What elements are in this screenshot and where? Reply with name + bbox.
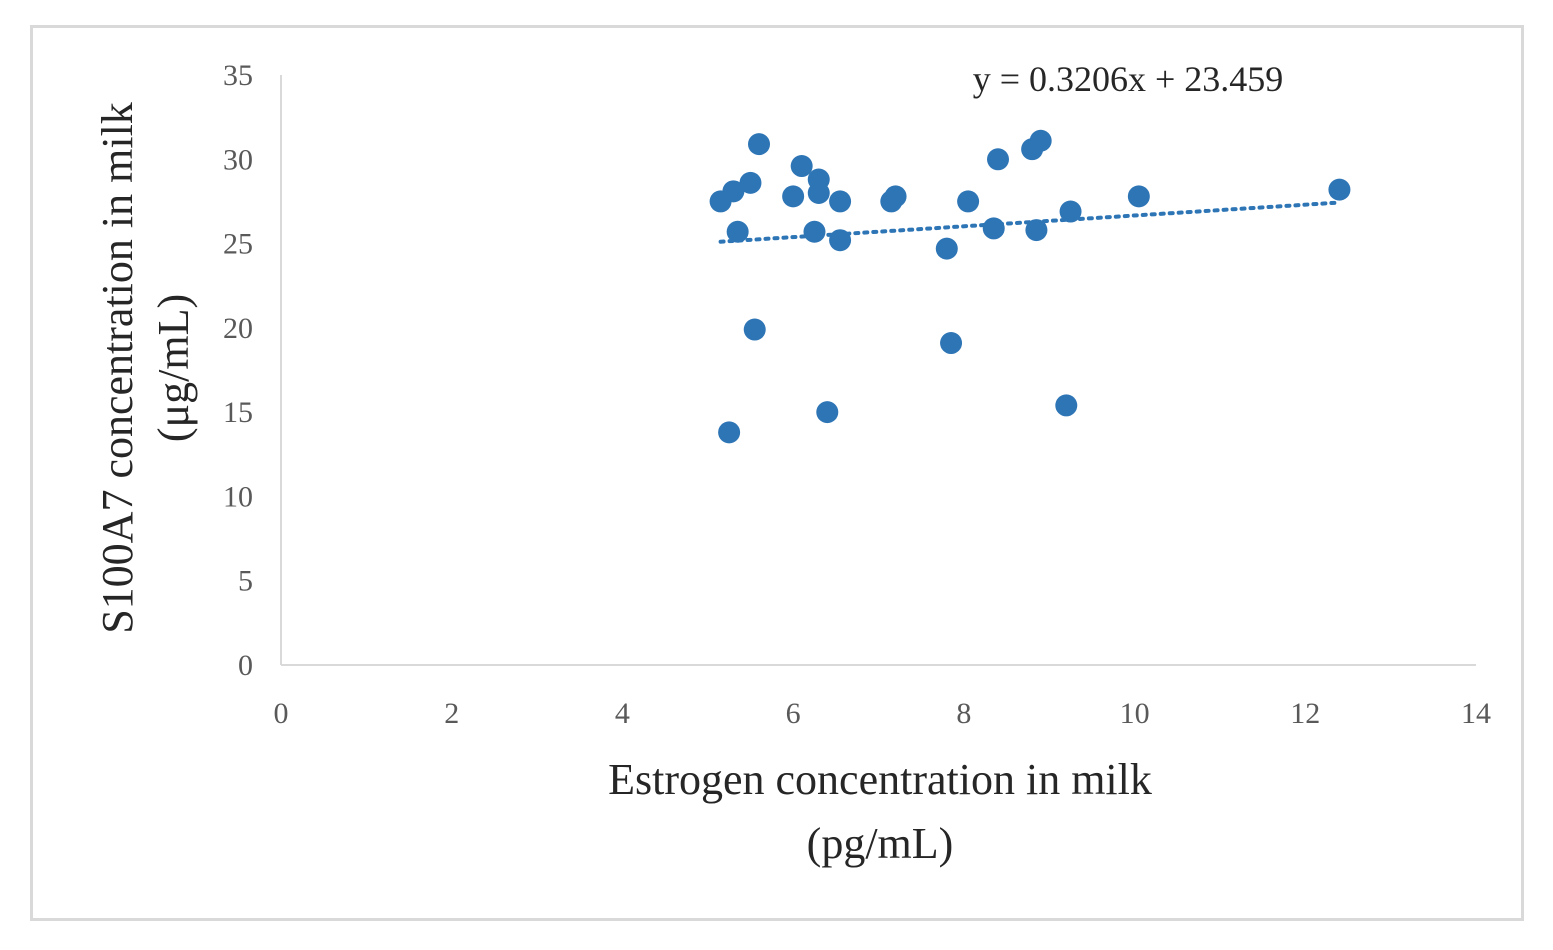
y-tick-label: 5 bbox=[238, 565, 253, 598]
tick-labels: 0 5 10 15 20 25 30 35 0 2 4 6 8 10 12 14 bbox=[223, 59, 1491, 730]
x-axis-title-line-2: (pg/mL) bbox=[807, 819, 954, 868]
x-tick-label: 14 bbox=[1461, 697, 1491, 730]
data-point bbox=[807, 168, 830, 191]
x-tick-label: 12 bbox=[1290, 697, 1320, 730]
y-tick-label: 20 bbox=[223, 312, 253, 345]
y-tick-label: 25 bbox=[223, 228, 253, 261]
data-point bbox=[940, 332, 963, 355]
data-point bbox=[884, 185, 907, 208]
data-point bbox=[982, 217, 1005, 240]
data-point bbox=[1127, 185, 1150, 208]
y-axis-title-line-1: S100A7 concentration in milk bbox=[93, 102, 142, 634]
axes bbox=[280, 75, 1476, 666]
y-tick-label: 35 bbox=[223, 59, 253, 92]
data-point bbox=[748, 133, 770, 156]
data-point bbox=[829, 229, 852, 252]
data-point bbox=[803, 220, 826, 243]
data-point bbox=[1055, 394, 1078, 417]
x-tick-label: 10 bbox=[1120, 697, 1150, 730]
data-point bbox=[957, 190, 980, 213]
y-tick-label: 30 bbox=[223, 143, 253, 176]
x-tick-label: 0 bbox=[274, 697, 289, 730]
data-point bbox=[1029, 129, 1052, 152]
data-point bbox=[935, 237, 958, 260]
x-tick-label: 6 bbox=[786, 697, 801, 730]
y-tick-label: 15 bbox=[223, 396, 253, 429]
x-axis-title-line-1: Estrogen concentration in milk bbox=[608, 755, 1152, 804]
x-tick-label: 8 bbox=[956, 697, 971, 730]
data-point bbox=[782, 185, 805, 208]
data-point bbox=[829, 190, 852, 213]
data-point bbox=[726, 220, 749, 243]
data-point bbox=[722, 180, 745, 203]
data-point bbox=[743, 318, 766, 341]
trendline-equation: y = 0.3206x + 23.459 bbox=[973, 59, 1284, 99]
data-point bbox=[790, 155, 813, 178]
data-point bbox=[1025, 219, 1048, 242]
y-axis-title: S100A7 concentration in milk (μg/mL) bbox=[93, 102, 198, 634]
data-point bbox=[1328, 178, 1351, 201]
chart-frame bbox=[30, 25, 1524, 921]
data-point bbox=[1059, 200, 1082, 223]
data-points bbox=[709, 129, 1351, 444]
y-axis-title-line-2: (μg/mL) bbox=[149, 294, 198, 442]
data-point bbox=[739, 171, 762, 194]
data-point bbox=[816, 401, 839, 424]
x-tick-label: 4 bbox=[615, 697, 630, 730]
x-tick-label: 2 bbox=[444, 697, 459, 730]
y-tick-label: 10 bbox=[223, 480, 253, 513]
y-tick-label: 0 bbox=[238, 649, 253, 682]
data-point bbox=[987, 148, 1009, 171]
x-axis-title: Estrogen concentration in milk (pg/mL) bbox=[608, 755, 1152, 868]
data-point bbox=[718, 421, 741, 444]
